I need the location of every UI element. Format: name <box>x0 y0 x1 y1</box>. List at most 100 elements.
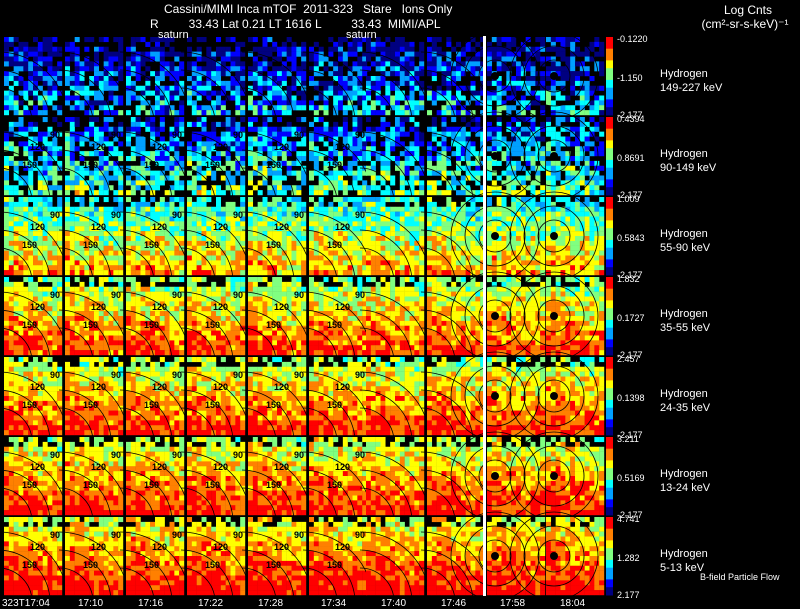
pixel <box>108 105 114 111</box>
pixel <box>404 170 410 176</box>
pixel <box>267 131 273 137</box>
pixel <box>98 255 104 261</box>
pixel <box>23 236 29 242</box>
pixel <box>441 231 447 237</box>
pixel <box>366 211 372 217</box>
pixel <box>18 126 24 132</box>
pixel <box>155 126 161 132</box>
pixel <box>187 121 193 127</box>
pixel <box>419 226 425 232</box>
pixel <box>225 185 231 191</box>
pixel <box>301 156 307 162</box>
pixel <box>555 175 561 181</box>
pixel <box>13 245 19 251</box>
pixel <box>179 80 185 86</box>
pixel <box>262 197 268 203</box>
pixel <box>540 185 546 191</box>
pixel <box>395 270 401 276</box>
pixel <box>159 260 165 266</box>
pixel <box>47 240 53 246</box>
pixel <box>333 46 339 52</box>
pixel <box>277 76 283 82</box>
pixel <box>584 265 590 271</box>
pixel <box>23 66 29 72</box>
pixel <box>211 250 217 256</box>
planet-dot <box>491 72 499 80</box>
pixel <box>281 245 287 251</box>
pixel <box>150 46 156 52</box>
pixel <box>179 141 185 147</box>
pixel <box>465 46 471 52</box>
contour-circle <box>478 59 512 93</box>
pixel <box>103 76 109 82</box>
pixel <box>584 85 590 91</box>
pixel <box>599 190 605 196</box>
pixel <box>47 131 53 137</box>
pixel <box>511 146 517 152</box>
pixel <box>155 141 161 147</box>
pixel <box>145 255 151 261</box>
pixel <box>164 100 170 106</box>
pixel <box>13 320 19 326</box>
pixel <box>575 61 581 67</box>
pixel <box>441 141 447 147</box>
pixel <box>169 255 175 261</box>
pixel <box>525 201 531 207</box>
pixel <box>446 146 452 152</box>
panel <box>119 37 191 123</box>
pixel <box>28 160 34 166</box>
pixel <box>570 265 576 271</box>
pixel <box>47 61 53 67</box>
pixel <box>8 245 14 251</box>
pixel <box>589 180 595 186</box>
pixel <box>28 265 34 271</box>
pixel <box>579 201 585 207</box>
pixel <box>333 41 339 47</box>
pixel <box>42 206 48 212</box>
pixel <box>470 240 476 246</box>
pixel <box>191 250 197 256</box>
pixel <box>296 197 302 203</box>
pixel <box>84 216 90 222</box>
pixel <box>546 95 552 101</box>
pixel <box>480 216 486 222</box>
pixel <box>475 175 481 181</box>
pixel <box>470 80 476 86</box>
pixel <box>291 216 297 222</box>
pixel <box>338 226 344 232</box>
pixel <box>140 226 146 232</box>
pixel <box>28 136 34 142</box>
pixel <box>451 211 457 217</box>
pixel <box>211 231 217 237</box>
pixel <box>357 117 363 123</box>
pixel <box>491 51 497 57</box>
pixel <box>328 46 334 52</box>
pixel <box>52 216 58 222</box>
pixel <box>589 231 595 237</box>
pixel <box>352 250 358 256</box>
pixel <box>362 37 368 43</box>
pixel <box>584 160 590 166</box>
pixel <box>516 126 522 132</box>
pixel <box>516 260 522 266</box>
pixel <box>491 180 497 186</box>
pixel <box>570 141 576 147</box>
pixel <box>140 156 146 162</box>
pixel <box>594 250 600 256</box>
pixel <box>89 61 95 67</box>
pixel <box>8 221 14 227</box>
pixel <box>28 156 34 162</box>
pixel <box>501 170 507 176</box>
pixel <box>42 270 48 276</box>
pixel <box>179 156 185 162</box>
pixel <box>550 85 556 91</box>
contour-circle <box>523 205 585 267</box>
pixel <box>206 46 212 52</box>
pixel <box>174 211 180 217</box>
pixel <box>431 121 437 127</box>
pixel <box>89 131 95 137</box>
pixel <box>79 131 85 137</box>
pixel <box>446 156 452 162</box>
pixel <box>155 41 161 47</box>
pixel <box>470 270 476 276</box>
